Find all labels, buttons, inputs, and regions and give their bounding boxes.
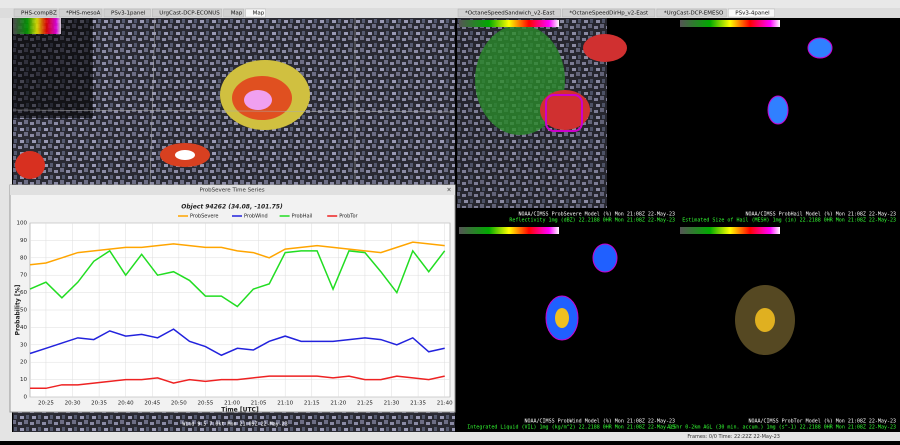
chart-title: Object 94262 (34.08, -101.75) xyxy=(181,204,283,211)
tab[interactable] xyxy=(728,8,775,18)
series-line xyxy=(29,249,446,308)
colorbar xyxy=(680,227,780,234)
series-line xyxy=(30,375,445,390)
x-tick-label: 21:10 xyxy=(277,401,293,407)
x-tick-label: 21:20 xyxy=(330,401,346,407)
side-toolbar xyxy=(0,18,12,432)
legend-label: ProbHail xyxy=(292,214,313,220)
x-tick-label: 21:35 xyxy=(410,401,426,407)
tab[interactable] xyxy=(457,8,561,18)
panel-caption: NOAA/CIMSS ProbHail Model (%) Mon 21:08Z… xyxy=(745,212,896,218)
tab[interactable] xyxy=(13,8,58,18)
tab[interactable] xyxy=(656,8,727,18)
x-tick-label: 20:30 xyxy=(65,401,81,407)
x-tick-label: 20:25 xyxy=(38,401,54,407)
tab-label[interactable]: *PHS-mesoA xyxy=(66,11,101,17)
tab-label[interactable]: PSv3-1panel xyxy=(111,11,146,17)
panel-subcaption: AzShr 0-2km AGL (30 min. accum.) 1mg (s^… xyxy=(667,425,896,431)
x-tick-label: 20:45 xyxy=(144,401,160,407)
radar-void xyxy=(13,18,93,118)
x-tick-label: 21:00 xyxy=(224,401,240,407)
left-caption: Wind 9.5 7.0kt Mon 21:09Z 22-May-23 xyxy=(182,422,287,428)
y-tick-label: 100 xyxy=(17,221,28,227)
tab-label[interactable]: PHS-compBZ xyxy=(21,11,57,17)
x-tick-label: 21:25 xyxy=(357,401,373,407)
colorbar xyxy=(459,20,559,27)
legend-label: ProbTor xyxy=(339,214,358,220)
tab-label[interactable]: PSv3-4panel xyxy=(735,11,770,17)
panel xyxy=(678,18,900,225)
tab[interactable] xyxy=(152,8,222,18)
status-bar xyxy=(0,432,900,441)
x-tick-label: 21:05 xyxy=(251,401,267,407)
y-tick-label: 80 xyxy=(20,255,27,261)
y-tick-label: 40 xyxy=(20,325,27,331)
panel-subcaption: Estimated Size of Hail (MESH) 1mg (in) 2… xyxy=(682,218,896,224)
close-button[interactable]: × xyxy=(446,187,451,194)
tab[interactable] xyxy=(58,8,103,18)
tab-label[interactable]: *UrgCast-DCP-EMESO xyxy=(664,11,724,17)
radar-echo xyxy=(540,90,590,130)
tab-label[interactable]: Map xyxy=(231,11,243,17)
panel-subcaption: Integrated Liquid (VIL) 1mg (kg/m^2) 22.… xyxy=(467,425,675,431)
tor-core xyxy=(755,308,775,332)
y-tick-label: 0 xyxy=(24,395,28,401)
panel-caption: NOAA/CIMSS ProbTor Model (%) Mon 21:08Z … xyxy=(748,419,896,425)
x-tick-label: 20:40 xyxy=(118,401,134,407)
tab-label[interactable]: Map xyxy=(253,11,265,17)
x-tick-label: 20:55 xyxy=(198,401,214,407)
radar-echo xyxy=(583,34,627,62)
popup-title: ProbSevere Time Series xyxy=(199,188,264,194)
tab[interactable] xyxy=(245,8,266,18)
x-axis-label: Time [UTC] xyxy=(221,407,259,414)
county-line xyxy=(12,109,456,113)
hail-object xyxy=(807,37,833,59)
legend-label: ProbSevere xyxy=(190,214,218,220)
x-tick-label: 21:15 xyxy=(304,401,320,407)
x-tick-label: 21:30 xyxy=(384,401,400,407)
series-line xyxy=(29,241,445,266)
panel-subcaption: Reflectivity 1mg (dBZ) 22.2188 0HR Mon 2… xyxy=(509,218,675,224)
colorbar xyxy=(680,20,780,27)
y-tick-label: 30 xyxy=(20,342,27,348)
wind-object xyxy=(592,243,618,273)
x-tick-label: 20:50 xyxy=(171,401,187,407)
y-axis-label: Probability [%] xyxy=(15,284,22,335)
menu-bar xyxy=(0,0,900,8)
storm-peak xyxy=(244,90,272,110)
y-tick-label: 60 xyxy=(20,290,27,296)
y-tick-label: 70 xyxy=(20,273,27,279)
y-tick-label: 50 xyxy=(20,308,27,314)
y-tick-label: 10 xyxy=(20,377,27,383)
probsevere-contour xyxy=(545,94,583,132)
tab[interactable] xyxy=(562,8,656,18)
storm-peak xyxy=(175,150,195,160)
panel-caption: NOAA/CIMSS ProbWind Model (%) Mon 21:08Z… xyxy=(524,419,675,425)
legend-label: ProbWind xyxy=(244,214,268,220)
panel-caption: NOAA/CIMSS ProbSevere Model (%) Mon 21:0… xyxy=(518,212,675,218)
popup-titlebar xyxy=(10,185,455,195)
x-tick-label: 20:35 xyxy=(91,401,107,407)
colorbar xyxy=(13,18,61,34)
county-line xyxy=(149,17,156,186)
y-tick-label: 90 xyxy=(20,238,27,244)
series-line xyxy=(29,328,445,357)
tab-label[interactable]: *OctaneSpeedDirHp_v2-East xyxy=(569,11,649,17)
tab[interactable] xyxy=(223,8,244,18)
wind-core xyxy=(555,308,569,328)
hail-object xyxy=(767,95,789,125)
colorbar xyxy=(459,227,559,234)
status-text: Frames: 0/0 Time: 22:22Z 22-May-23 xyxy=(687,434,780,440)
x-tick-label: 21:40 xyxy=(437,401,453,407)
tab-bar xyxy=(0,8,900,18)
y-tick-label: 20 xyxy=(20,360,27,366)
tab-label[interactable]: *OctaneSpeedSandwich_v2-East xyxy=(465,11,555,17)
storm-cell xyxy=(15,151,45,179)
tab-label[interactable]: UrgCast-DCP-ECONUS xyxy=(159,11,220,17)
tab[interactable] xyxy=(103,8,151,18)
